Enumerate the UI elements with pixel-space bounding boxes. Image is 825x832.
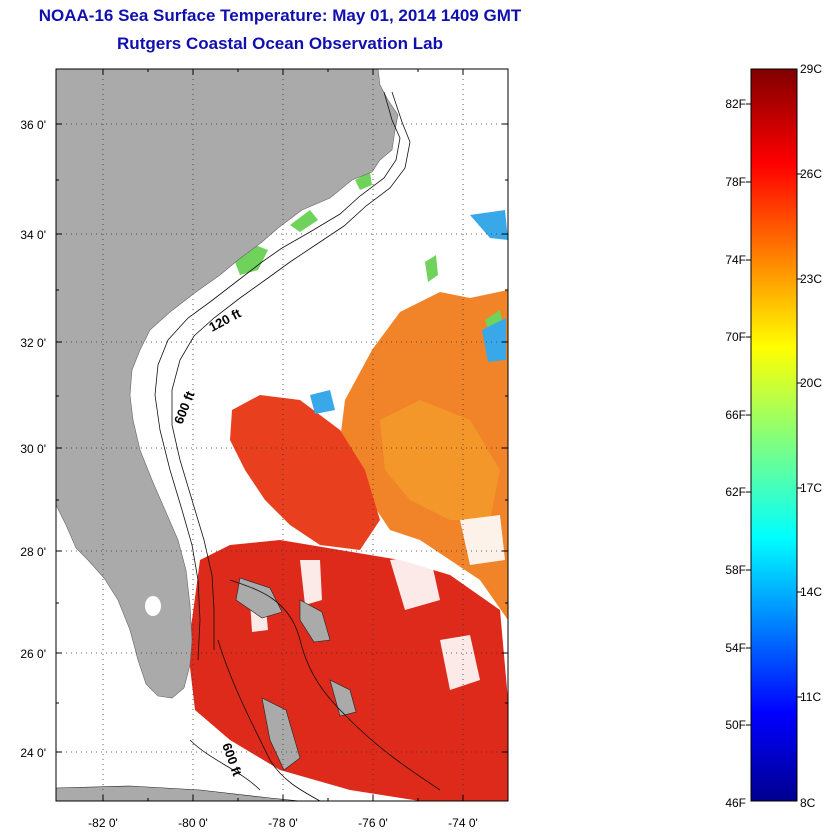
colorbar-label-29c: 29C [800,62,823,76]
colorbar-label-58f: 58F [725,563,746,577]
lon-label-78: -78 0' [268,816,298,830]
colorbar-label-17c: 17C [800,481,823,495]
colorbar-label-26c: 26C [800,167,823,181]
lat-label-26: 26 0' [20,647,46,661]
lat-label-30: 30 0' [20,442,46,456]
sst-field-green-patches [235,172,506,350]
colorbar-label-11c: 11C [800,690,822,704]
colorbar-label-20c: 20C [800,376,823,390]
map-frame [55,68,509,802]
colorbar-label-8c: 8C [800,796,816,810]
lat-label-34: 34 0' [20,228,46,242]
bahamas-islands [56,577,357,801]
map-subtitle: Rutgers Coastal Ocean Observation Lab [117,34,443,53]
lake-okeechobee [145,596,161,616]
bathymetry-contours [154,91,441,801]
colorbar-label-50f: 50F [725,718,746,732]
lon-label-76: -76 0' [358,816,388,830]
colorbar-label-78f: 78F [725,175,746,189]
sst-field-cyan-patches [310,210,508,414]
colorbar-label-70f: 70F [725,330,746,344]
colorbar-label-66f: 66F [725,408,746,422]
sst-field-cloud-gaps [250,515,505,690]
sst-field-central-red [230,395,380,550]
land-mass [56,69,399,699]
lon-label-82: -82 0' [88,816,118,830]
colorbar-label-74f: 74F [725,253,746,267]
colorbar-label-54f: 54F [725,641,746,655]
colorbar [750,68,798,802]
map-title: NOAA-16 Sea Surface Temperature: May 01,… [38,6,522,25]
contour-600ft [171,91,411,650]
colorbar-label-23c: 23C [800,272,823,286]
lat-label-36: 36 0' [20,118,46,132]
colorbar-label-46f: 46F [725,796,746,810]
sst-field-orange-mid [380,400,500,520]
colorbar-label-14c: 14C [800,585,823,599]
contour-120ft [154,91,401,661]
lat-label-32: 32 0' [20,336,46,350]
colorbar-label-62f: 62F [725,485,746,499]
contour-label-600ft-north: 600 ft [171,388,198,426]
lon-label-80: -80 0' [178,816,208,830]
colorbar-label-82f: 82F [725,97,746,111]
colorbar-ticks [746,103,802,726]
lat-label-28: 28 0' [20,545,46,559]
lat-label-24: 24 0' [20,746,46,760]
graticule-grid [56,69,508,801]
lon-label-74: -74 0' [448,816,478,830]
